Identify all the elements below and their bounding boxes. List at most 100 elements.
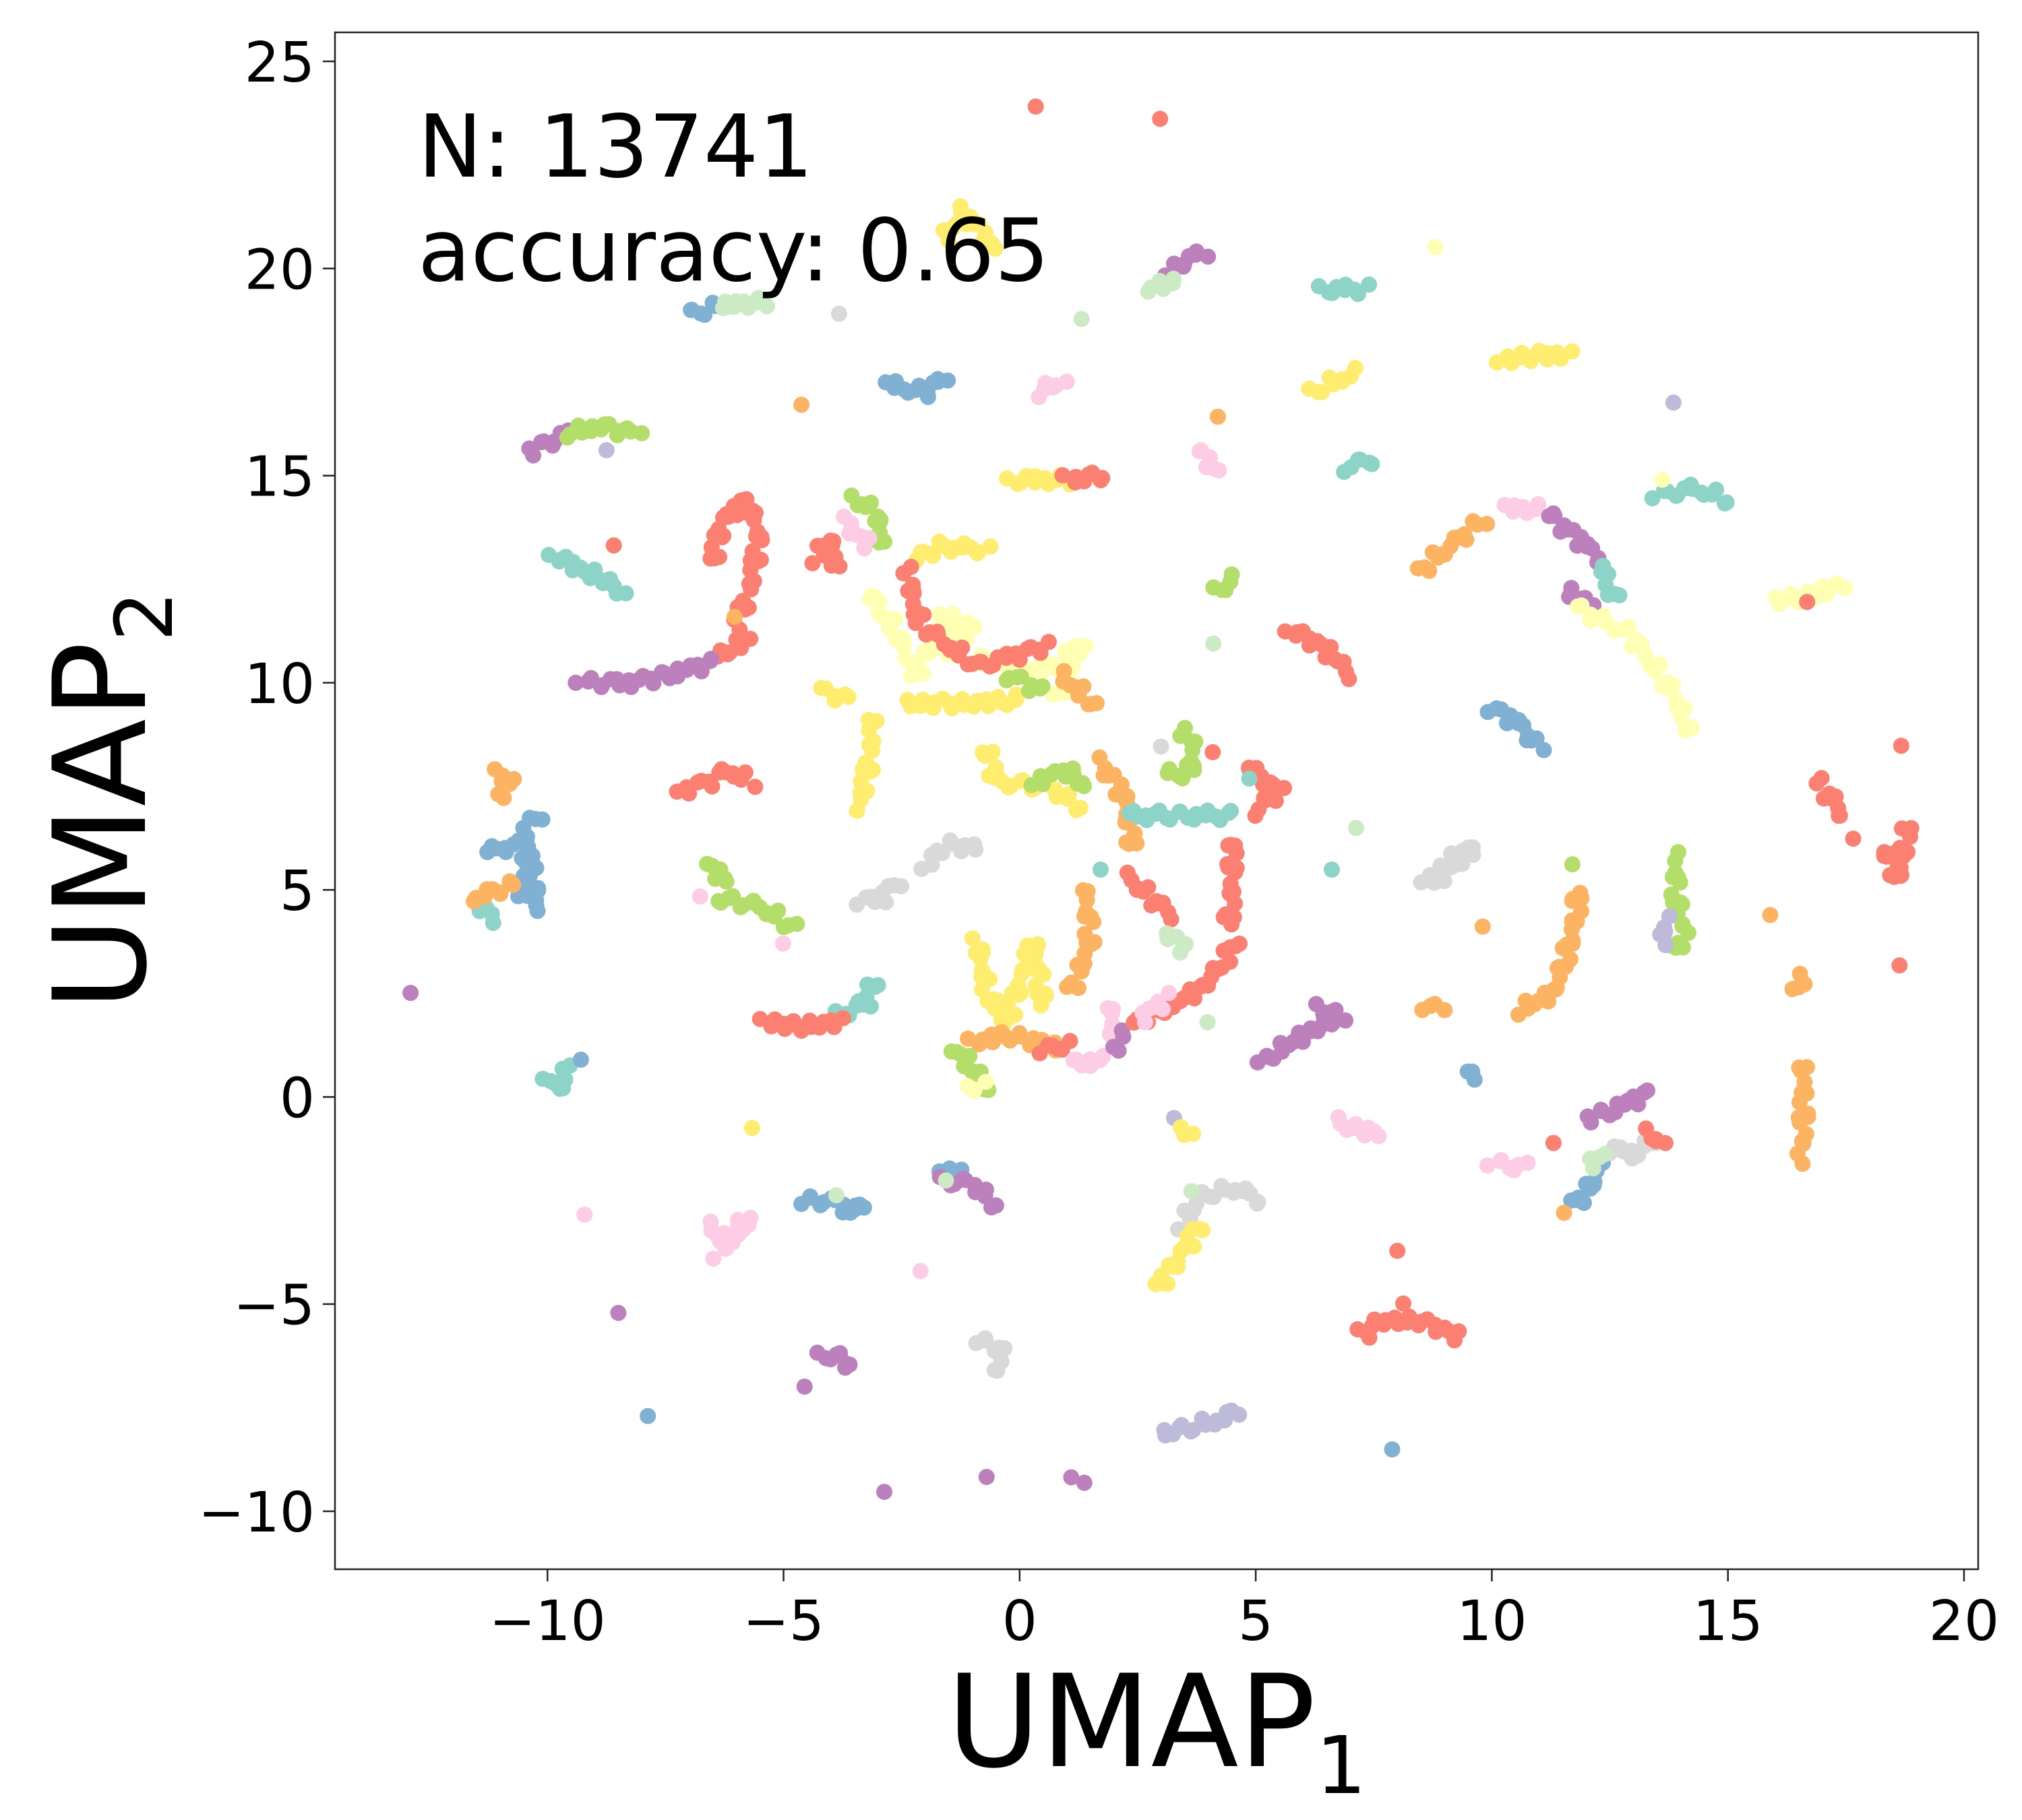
scatter-point [1058, 373, 1075, 390]
scatter-point [1878, 848, 1895, 865]
scatter-point [848, 526, 864, 543]
scatter-point [851, 1196, 868, 1213]
scatter-point [860, 712, 877, 728]
scatter-point [1074, 775, 1091, 791]
point-cluster-12 [1301, 359, 1364, 400]
point-cluster-139 [1183, 1183, 1200, 1200]
point-cluster-14 [1031, 373, 1075, 406]
scatter-point [1523, 732, 1540, 749]
point-cluster-34 [1799, 594, 1816, 610]
scatter-point [931, 533, 948, 550]
scatter-point [1027, 946, 1044, 963]
point-cluster-2 [935, 198, 1004, 257]
scatter-point [1161, 761, 1177, 778]
point-cluster-98 [1324, 861, 1340, 878]
scatter-point [1276, 780, 1292, 797]
point-cluster-51 [813, 679, 857, 709]
scatter-point [743, 1120, 760, 1136]
y-tick-label: 0 [280, 1066, 315, 1130]
scatter-point [1085, 913, 1102, 930]
point-cluster-120 [1459, 1063, 1483, 1088]
point-cluster-24 [1054, 464, 1111, 491]
scatter-point [1526, 996, 1543, 1012]
scatter-point [1060, 791, 1076, 808]
point-cluster-112 [1891, 957, 1908, 974]
scatter-point [1616, 621, 1632, 638]
scatter-point [747, 779, 764, 795]
scatter-point [1231, 936, 1248, 952]
x-axis-title-main: UMAP [947, 1647, 1316, 1796]
x-tick-label: 20 [1929, 1589, 1999, 1654]
scatter-point [758, 298, 775, 315]
scatter-point [831, 558, 848, 575]
point-cluster-58 [487, 761, 522, 806]
scatter-point [1045, 379, 1062, 396]
scatter-point [1068, 802, 1084, 818]
scatter-point [610, 1304, 627, 1321]
scatter-point [811, 1019, 828, 1036]
scatter-point [876, 1484, 892, 1500]
scatter-point [922, 545, 939, 562]
scatter-point [789, 915, 805, 932]
scatter-point [940, 372, 956, 389]
scatter-point [690, 774, 706, 791]
scatter-point [702, 653, 718, 669]
point-cluster-39 [605, 537, 622, 554]
scatter-point [1105, 1039, 1122, 1056]
scatter-point [1209, 408, 1226, 425]
scatter-point [1519, 1155, 1536, 1172]
scatter-point [1564, 856, 1581, 873]
scatter-point [1121, 835, 1138, 852]
scatter-point [971, 1036, 987, 1053]
point-cluster-49 [998, 668, 1051, 699]
scatter-point [1183, 1423, 1199, 1440]
scatter-point [705, 1250, 722, 1267]
scatter-point [501, 873, 518, 890]
scatter-point [1762, 907, 1779, 923]
point-cluster-68 [913, 832, 984, 878]
x-tick-label: 0 [1002, 1589, 1037, 1654]
scatter-point [1035, 966, 1052, 983]
point-cluster-138 [1147, 1221, 1211, 1293]
point-cluster-44 [909, 533, 999, 568]
scatter-point [690, 657, 706, 673]
point-cluster-110 [1876, 820, 1920, 885]
scatter-point [1310, 384, 1327, 400]
scatter-point [1474, 918, 1491, 935]
scatter-point [1034, 678, 1051, 695]
x-tick-label: −10 [489, 1589, 606, 1654]
scatter-point [857, 499, 874, 516]
point-cluster-45 [862, 588, 983, 685]
point-cluster-107 [1784, 965, 1813, 998]
scatter-point [1784, 981, 1801, 998]
scatter-point [853, 773, 869, 790]
scatter-point [896, 381, 913, 398]
scatter-point [733, 771, 749, 788]
scatter-point [1165, 928, 1182, 945]
point-cluster-56 [1479, 700, 1552, 758]
y-tick-label: 10 [245, 653, 315, 717]
point-cluster-15 [1665, 394, 1682, 411]
point-cluster-6 [714, 290, 775, 317]
scatter-point [1165, 275, 1182, 291]
scatter-point [617, 585, 634, 602]
scatter-point [857, 754, 874, 771]
scatter-point [1416, 559, 1433, 576]
y-axis-title: UMAP2 [26, 591, 191, 1011]
point-cluster-152 [1063, 1469, 1080, 1486]
scatter-point [1667, 853, 1684, 870]
scatter-point [938, 1172, 954, 1189]
scatter-point [1241, 770, 1258, 787]
scatter-point [703, 539, 720, 555]
scatter-point [1019, 640, 1036, 657]
scatter-point [1062, 1033, 1078, 1050]
scatter-point [1824, 579, 1841, 596]
point-cluster-142 [1395, 1295, 1411, 1312]
scatter-point [952, 198, 969, 215]
scatter-point [717, 1240, 734, 1257]
point-cluster-147 [968, 1330, 1013, 1379]
point-cluster-72 [1023, 760, 1093, 795]
scatter-point [1063, 1469, 1080, 1486]
point-cluster-65 [692, 888, 708, 905]
point-cluster-25 [1644, 477, 1735, 512]
